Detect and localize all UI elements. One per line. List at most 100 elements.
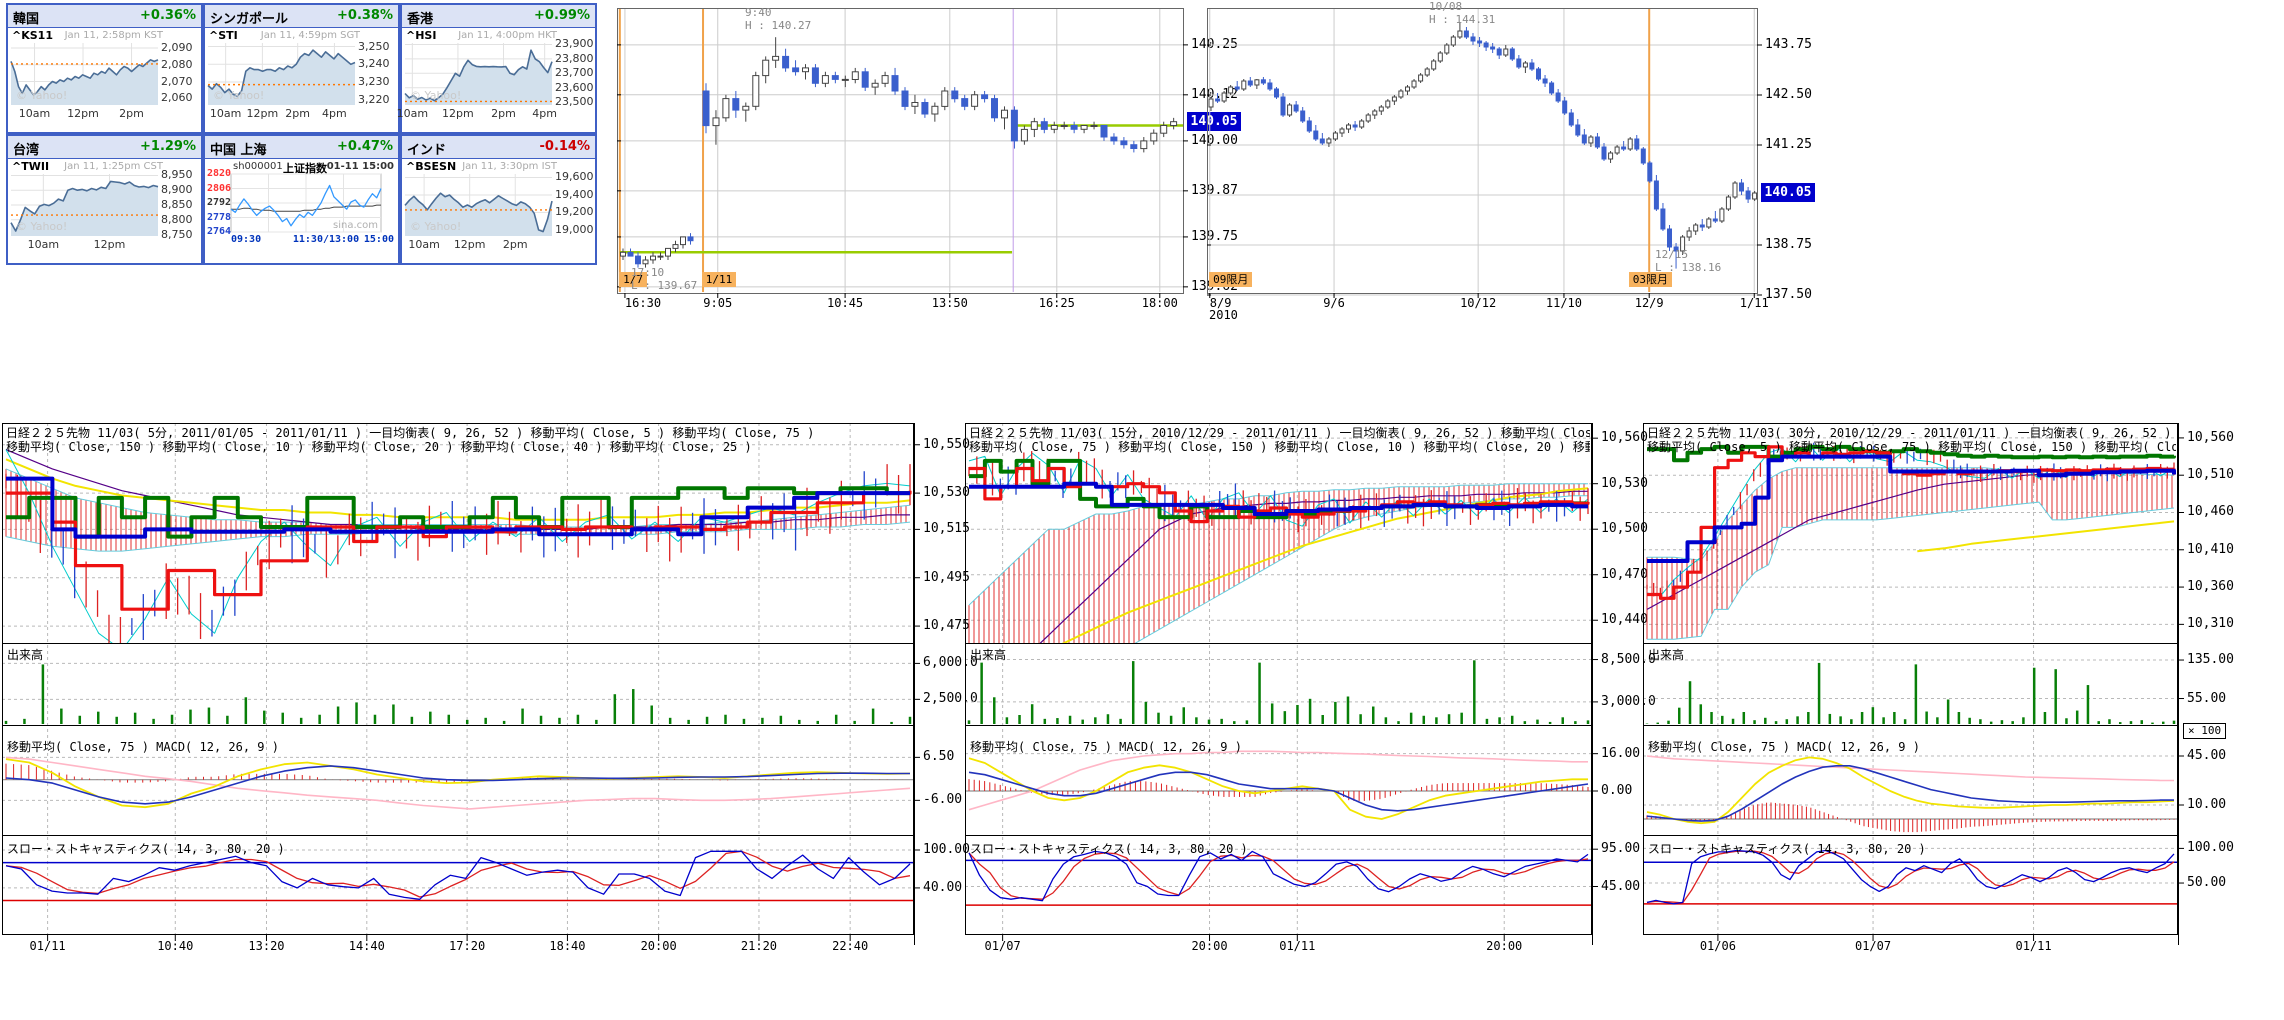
volume-pane-label: 出来高 xyxy=(1648,646,1684,663)
time-axis-label: 14:40 xyxy=(337,939,397,953)
axis-value-label: 100.00 xyxy=(2187,840,2234,855)
y-tick-label: 2778 xyxy=(207,212,229,223)
x-tick-label: 4pm xyxy=(525,107,565,120)
high-annotation-value: H : 140.27 xyxy=(745,19,811,32)
low-annotation-time: 12/15 xyxy=(1655,248,1688,261)
y-tick-label: 23,800 xyxy=(555,52,594,65)
axis-value-label: 10,530 xyxy=(923,485,970,500)
axis-value-label: 10,560 xyxy=(1601,430,1648,445)
axis-value-label: 10,360 xyxy=(2187,579,2234,594)
time-axis-label: 01/11 xyxy=(18,939,78,953)
price-axis-label: 143.75 xyxy=(1765,37,1812,52)
time-axis-label: 18:00 xyxy=(1130,296,1190,310)
daily-candle-chart: 143.75142.50141.25138.75137.50140.058/99… xyxy=(1207,0,1847,330)
date-flag: 1/11 xyxy=(702,272,737,287)
time-axis-label: 01/06 xyxy=(1688,939,1748,953)
axis-value-label: 10,515 xyxy=(923,521,970,536)
ticker-symbol: ^STI xyxy=(209,29,238,42)
technical-chart-15min: 10,56010,53010,50010,47010,4408,500.03,0… xyxy=(965,420,1664,965)
market-tile-header: 台湾+1.29% xyxy=(8,136,201,159)
ticker-symbol: ^HSI xyxy=(406,29,436,42)
axis-value-label: 135.00 xyxy=(2187,652,2234,667)
stochastics-pane-label: スロー・ストキャスティクス( 14, 3, 80, 20 ) xyxy=(1648,840,1926,857)
x-tick-label: 10am xyxy=(404,238,444,251)
stochastics-pane-label: スロー・ストキャスティクス( 14, 3, 80, 20 ) xyxy=(7,840,285,857)
axis-value-label: 45.00 xyxy=(1601,879,1640,894)
axis-value-label: 10,530 xyxy=(1601,476,1648,491)
time-axis-label: 20:00 xyxy=(1180,939,1240,953)
trading-dashboard: 韓国+0.36%^KS11Jan 11, 2:58pm KST© Yahoo!2… xyxy=(0,0,2284,1020)
axis-value-label: 40.00 xyxy=(923,880,962,895)
y-tick-label: 19,600 xyxy=(555,170,594,183)
time-axis-label: 18:40 xyxy=(537,939,597,953)
yahoo-watermark: © Yahoo! xyxy=(16,220,67,233)
time-axis-label: 9/6 xyxy=(1304,296,1364,310)
high-annotation-time: 10/08 xyxy=(1429,0,1462,13)
axis-value-label: 10,410 xyxy=(2187,542,2234,557)
market-change-pct: -0.14% xyxy=(540,139,591,154)
y-tick-label: 8,750 xyxy=(161,228,193,241)
axis-value-label: -6.00 xyxy=(923,792,962,807)
market-name: インド xyxy=(407,139,446,158)
y-tick-label: 19,400 xyxy=(555,188,594,201)
low-annotation-value: L : 139.67 xyxy=(631,279,697,292)
y-tick-label: 19,200 xyxy=(555,205,594,218)
time-axis-label: 12/9 xyxy=(1619,296,1679,310)
time-axis-label: 10/12 xyxy=(1448,296,1508,310)
axis-value-label: 10,495 xyxy=(923,570,970,585)
chart-title-line2: 移動平均( Close, 75 ) 移動平均( Close, 150 ) 移動平… xyxy=(969,438,1590,455)
y-tick-label: 3,230 xyxy=(358,75,390,88)
ticker-symbol: ^TWII xyxy=(12,160,49,173)
time-axis-label: 16:30 xyxy=(625,296,661,310)
yahoo-watermark: © Yahoo! xyxy=(410,220,461,233)
y-tick-label: 2,090 xyxy=(161,41,193,54)
y-tick-label: 23,600 xyxy=(555,81,594,94)
chart-canvas xyxy=(2,420,986,965)
date-flag: 09限月 xyxy=(1209,272,1252,287)
y-tick-label: 2,060 xyxy=(161,91,193,104)
x-tick-label: 2pm xyxy=(495,238,535,251)
time-axis-label: 20:00 xyxy=(629,939,689,953)
axis-value-label: 10,460 xyxy=(2187,504,2234,519)
market-tile-^BSESN: インド-0.14%^BSESNJan 11, 3:30pm IST© Yahoo… xyxy=(400,134,597,265)
low-annotation-time: 17:10 xyxy=(631,266,664,279)
price-axis-label: 141.25 xyxy=(1765,137,1812,152)
yahoo-watermark: © Yahoo! xyxy=(410,89,461,102)
time-axis-label: 17:20 xyxy=(437,939,497,953)
technical-chart-30min: 10,56010,51010,46010,41010,36010,310135.… xyxy=(1643,420,2250,965)
y-tick-label: 23,700 xyxy=(555,66,594,79)
chart-canvas xyxy=(965,420,1664,965)
chart-title-line2: 移動平均( Close, 150 ) 移動平均( Close, 10 ) 移動平… xyxy=(6,438,912,455)
x-tick-label: 10am xyxy=(206,107,246,120)
time-axis-label: 20:00 xyxy=(1474,939,1534,953)
time-axis-label: 01/11 xyxy=(1267,939,1327,953)
time-axis-label: 1/11 xyxy=(1724,296,1784,310)
market-name: 韓国 xyxy=(13,8,39,27)
date-flag: 03限月 xyxy=(1629,272,1672,287)
market-name: 台湾 xyxy=(13,139,39,158)
quote-timestamp: Jan 11, 1:25pm CST xyxy=(64,161,163,172)
intraday-candle-chart: 140.25140.12140.00139.87139.75139.62140.… xyxy=(617,0,1267,330)
market-tile-^HSI: 香港+0.99%^HSIJan 11, 4:00pm HKT© Yahoo!23… xyxy=(400,3,597,134)
y-tick-label: 2,080 xyxy=(161,58,193,71)
macd-pane-label: 移動平均( Close, 75 ) MACD( 12, 26, 9 ) xyxy=(1648,738,1920,755)
axis-value-label: 6.50 xyxy=(923,749,954,764)
x-tick-label: 12pm xyxy=(242,107,282,120)
market-tile-header: 中国 上海+0.47% xyxy=(205,136,398,159)
axis-value-label: 100.00 xyxy=(923,842,970,857)
y-tick-label: 23,900 xyxy=(555,37,594,50)
current-price-marker: 140.05 xyxy=(1761,183,1815,202)
y-tick-label: 2792 xyxy=(207,197,229,208)
time-axis-label: 13:50 xyxy=(920,296,980,310)
time-axis-label: 13:20 xyxy=(236,939,296,953)
x-tick-label: 4pm xyxy=(314,107,354,120)
time-axis-label: 22:40 xyxy=(820,939,880,953)
market-change-pct: +0.38% xyxy=(337,8,393,23)
time-axis-label: 01/07 xyxy=(973,939,1033,953)
price-axis-label: 138.75 xyxy=(1765,237,1812,252)
y-tick-label: 3,220 xyxy=(358,93,390,106)
market-name: 香港 xyxy=(407,8,433,27)
quote-timestamp: 01-11 15:00 xyxy=(327,161,394,172)
volume-scale-badge: × 100 xyxy=(2183,723,2226,739)
axis-value-label: 10,560 xyxy=(2187,430,2234,445)
